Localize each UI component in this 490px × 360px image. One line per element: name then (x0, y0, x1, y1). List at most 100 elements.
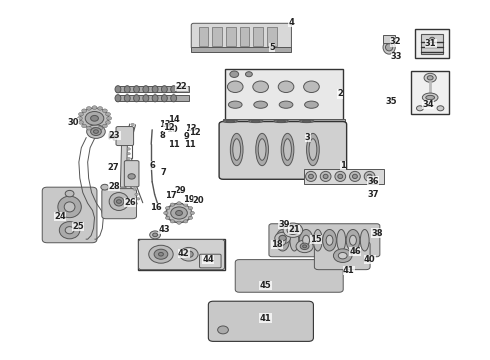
Ellipse shape (134, 95, 140, 102)
Ellipse shape (127, 152, 130, 155)
Text: 5: 5 (269, 43, 275, 52)
FancyBboxPatch shape (139, 239, 224, 270)
Ellipse shape (80, 108, 109, 129)
Ellipse shape (128, 138, 131, 140)
Ellipse shape (65, 226, 74, 234)
Ellipse shape (437, 106, 444, 111)
Ellipse shape (427, 76, 433, 80)
Ellipse shape (127, 143, 130, 145)
Polygon shape (121, 130, 128, 187)
Text: 46: 46 (349, 247, 361, 256)
Ellipse shape (92, 127, 97, 131)
Text: 9: 9 (183, 132, 189, 141)
Text: 34: 34 (422, 100, 434, 109)
Ellipse shape (258, 139, 266, 160)
Ellipse shape (349, 171, 360, 181)
Text: 22: 22 (175, 82, 187, 91)
Ellipse shape (352, 174, 357, 179)
Ellipse shape (383, 41, 395, 54)
Ellipse shape (92, 106, 97, 109)
Ellipse shape (124, 86, 130, 93)
Text: 24: 24 (54, 212, 66, 221)
Bar (212, 27, 222, 45)
Bar (421, 34, 443, 54)
Ellipse shape (127, 162, 131, 165)
Ellipse shape (94, 130, 98, 134)
Ellipse shape (135, 193, 138, 195)
Text: 20: 20 (193, 195, 204, 204)
Text: 27: 27 (107, 163, 119, 172)
Ellipse shape (152, 95, 158, 102)
Ellipse shape (253, 81, 269, 93)
Ellipse shape (338, 174, 343, 179)
Ellipse shape (161, 86, 167, 93)
Ellipse shape (159, 252, 163, 256)
Ellipse shape (177, 202, 181, 205)
Text: 40: 40 (364, 255, 375, 264)
Ellipse shape (274, 120, 289, 123)
FancyBboxPatch shape (199, 254, 221, 268)
Ellipse shape (333, 249, 352, 262)
Ellipse shape (299, 120, 314, 123)
Text: 38: 38 (371, 229, 383, 238)
Ellipse shape (131, 123, 134, 126)
Text: 7: 7 (161, 168, 166, 177)
Bar (138, 239, 225, 270)
Ellipse shape (153, 233, 158, 237)
Ellipse shape (164, 211, 168, 215)
Ellipse shape (290, 229, 299, 251)
Text: 11: 11 (184, 140, 196, 149)
Ellipse shape (128, 132, 132, 135)
Ellipse shape (326, 235, 333, 245)
Ellipse shape (127, 148, 130, 150)
Ellipse shape (254, 101, 268, 108)
Ellipse shape (245, 72, 252, 77)
Ellipse shape (98, 107, 102, 110)
Ellipse shape (78, 121, 83, 124)
Text: 3: 3 (305, 133, 311, 142)
Ellipse shape (296, 240, 313, 253)
Text: 2: 2 (337, 89, 343, 98)
Ellipse shape (302, 120, 311, 122)
Ellipse shape (171, 95, 176, 102)
Text: 16: 16 (150, 203, 162, 212)
Ellipse shape (218, 326, 228, 334)
Bar (240, 27, 249, 45)
Ellipse shape (303, 235, 310, 245)
Ellipse shape (166, 204, 192, 222)
Ellipse shape (131, 182, 134, 185)
Ellipse shape (65, 190, 74, 197)
Ellipse shape (102, 109, 107, 113)
Ellipse shape (278, 81, 294, 93)
Ellipse shape (82, 109, 87, 113)
Ellipse shape (346, 229, 360, 251)
Bar (223, 119, 345, 123)
Ellipse shape (170, 220, 174, 223)
Ellipse shape (87, 125, 105, 138)
Text: 26: 26 (124, 198, 136, 207)
Text: 21: 21 (288, 225, 300, 234)
Ellipse shape (149, 245, 173, 263)
Text: 32: 32 (390, 37, 401, 46)
Ellipse shape (152, 86, 158, 93)
Ellipse shape (150, 231, 160, 239)
Text: 44: 44 (202, 255, 214, 264)
Text: 13: 13 (185, 123, 197, 132)
Text: 15: 15 (310, 235, 322, 244)
Ellipse shape (306, 171, 317, 181)
Text: 8: 8 (159, 131, 165, 140)
Bar (411, 71, 449, 114)
Ellipse shape (320, 171, 331, 181)
Text: 37: 37 (368, 190, 379, 199)
Bar (226, 27, 236, 45)
Ellipse shape (127, 157, 130, 160)
Ellipse shape (117, 200, 122, 203)
Bar (267, 27, 277, 45)
Ellipse shape (309, 174, 314, 179)
Ellipse shape (137, 198, 140, 200)
Ellipse shape (349, 235, 356, 245)
Text: 29: 29 (175, 185, 186, 194)
Ellipse shape (228, 101, 242, 108)
FancyBboxPatch shape (102, 189, 137, 219)
Ellipse shape (171, 86, 176, 93)
